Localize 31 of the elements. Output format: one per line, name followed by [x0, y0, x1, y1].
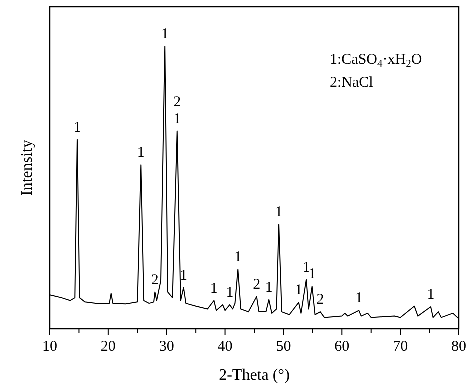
- annotation: 1: [275, 204, 283, 220]
- annotation: 1:CaSO$_{4}$·xH$_{2}$O: [330, 52, 422, 70]
- annotation: 2:NaCl: [330, 75, 374, 91]
- annotation: 1: [137, 145, 145, 162]
- annotation: 2: [174, 94, 182, 110]
- annotation: 2: [316, 292, 324, 308]
- annotation: 1: [295, 282, 303, 299]
- annotation: 2: [151, 272, 159, 288]
- x-tick-label: 70: [393, 339, 408, 355]
- x-axis-title: 2-Theta (°): [219, 367, 290, 384]
- annotation: 1: [226, 284, 234, 301]
- x-tick-label: 10: [42, 339, 58, 355]
- annotation: 2: [253, 276, 261, 293]
- annotation: 1: [355, 290, 363, 307]
- x-tick-label: 80: [452, 339, 466, 355]
- annotation: 1: [161, 26, 169, 43]
- annotation: 1: [210, 280, 218, 297]
- x-tick-label: 30: [159, 339, 174, 355]
- x-tick-label: 50: [276, 339, 292, 355]
- annotation: 1: [308, 266, 316, 283]
- annotation: 1: [234, 250, 242, 266]
- x-tick-label: 20: [100, 339, 116, 355]
- annotation: 1: [265, 280, 273, 296]
- annotation: 1: [427, 286, 435, 303]
- x-tick-label: 40: [218, 339, 233, 355]
- annotation: 1: [74, 120, 82, 136]
- x-tick-label: 60: [334, 339, 350, 355]
- annotation: 1: [174, 111, 182, 128]
- annotation: 1: [302, 260, 310, 276]
- y-axis-title: Intensity: [19, 140, 36, 196]
- annotation: 1: [180, 268, 188, 284]
